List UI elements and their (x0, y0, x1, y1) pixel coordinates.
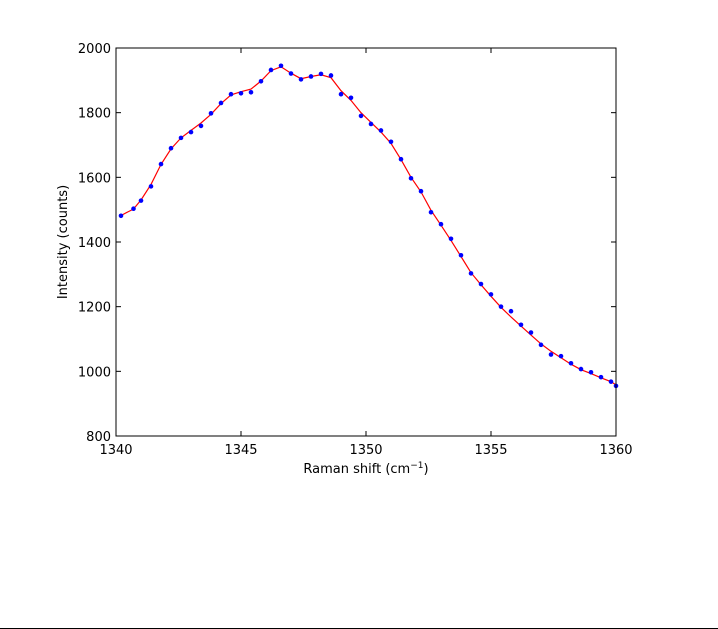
plot-frame (115, 47, 617, 437)
y-tick-label: 800 (86, 430, 111, 445)
data-point (448, 236, 454, 242)
data-point (598, 374, 604, 380)
x-tick-label: 1340 (99, 443, 132, 458)
data-point (388, 139, 394, 145)
fit-line (120, 66, 617, 386)
data-point (428, 209, 434, 215)
data-point (218, 100, 224, 106)
data-point (378, 128, 384, 133)
data-point (368, 121, 374, 127)
data-point (168, 145, 174, 151)
x-tick-label: 1350 (349, 443, 382, 458)
data-point (238, 90, 244, 96)
data-point (498, 304, 504, 309)
x-tick-label: 1345 (224, 443, 257, 458)
data-point (508, 308, 514, 314)
data-point (328, 73, 334, 78)
data-point (438, 221, 444, 227)
x-tick-label: 1355 (474, 443, 507, 458)
x-axis-label: Raman shift (cm−1) (303, 461, 428, 477)
data-point (478, 281, 484, 287)
data-point (318, 71, 324, 77)
data-point (228, 91, 234, 97)
data-point (418, 188, 424, 194)
data-point (588, 370, 594, 375)
data-point (188, 129, 194, 135)
y-tick-label: 1000 (78, 365, 111, 380)
data-point (468, 271, 474, 276)
plot-area (118, 63, 619, 389)
data-point (458, 252, 464, 258)
data-point (488, 292, 494, 297)
x-tick-label: 1360 (599, 443, 632, 458)
y-tick-label: 2000 (78, 42, 111, 57)
data-point (258, 79, 264, 84)
data-point (518, 322, 524, 328)
y-axis-ticks: 800 1000 1200 1400 1600 1800 2000 (78, 42, 616, 445)
data-point (608, 379, 614, 384)
data-point (398, 156, 404, 162)
data-point (248, 89, 254, 95)
y-axis-label: Intensity (counts) (56, 185, 71, 299)
data-point (338, 91, 344, 97)
data-point (408, 176, 414, 181)
data-points-series (118, 63, 619, 389)
data-point (178, 135, 184, 141)
data-point (578, 366, 584, 372)
data-point (558, 353, 564, 359)
data-point (308, 74, 314, 79)
y-tick-label: 1800 (78, 107, 111, 122)
data-point (198, 123, 204, 129)
fit-line-series (120, 66, 617, 386)
data-point (298, 77, 304, 82)
data-point (278, 63, 284, 69)
data-point (538, 342, 544, 348)
data-point (358, 113, 364, 119)
data-point (528, 330, 534, 335)
data-point (288, 71, 294, 76)
data-point (131, 206, 136, 211)
y-tick-label: 1600 (78, 171, 111, 186)
x-axis-ticks: 1340 1345 1350 1355 1360 (99, 48, 633, 458)
y-tick-label: 1400 (78, 236, 111, 251)
data-point (568, 360, 574, 366)
data-point (548, 352, 554, 357)
data-point (138, 198, 144, 203)
data-point (158, 161, 164, 167)
y-tick-label: 1200 (78, 301, 111, 316)
data-point (348, 95, 354, 101)
data-point (148, 184, 154, 189)
data-point (268, 67, 274, 73)
data-point (118, 213, 124, 219)
data-point (208, 111, 214, 116)
